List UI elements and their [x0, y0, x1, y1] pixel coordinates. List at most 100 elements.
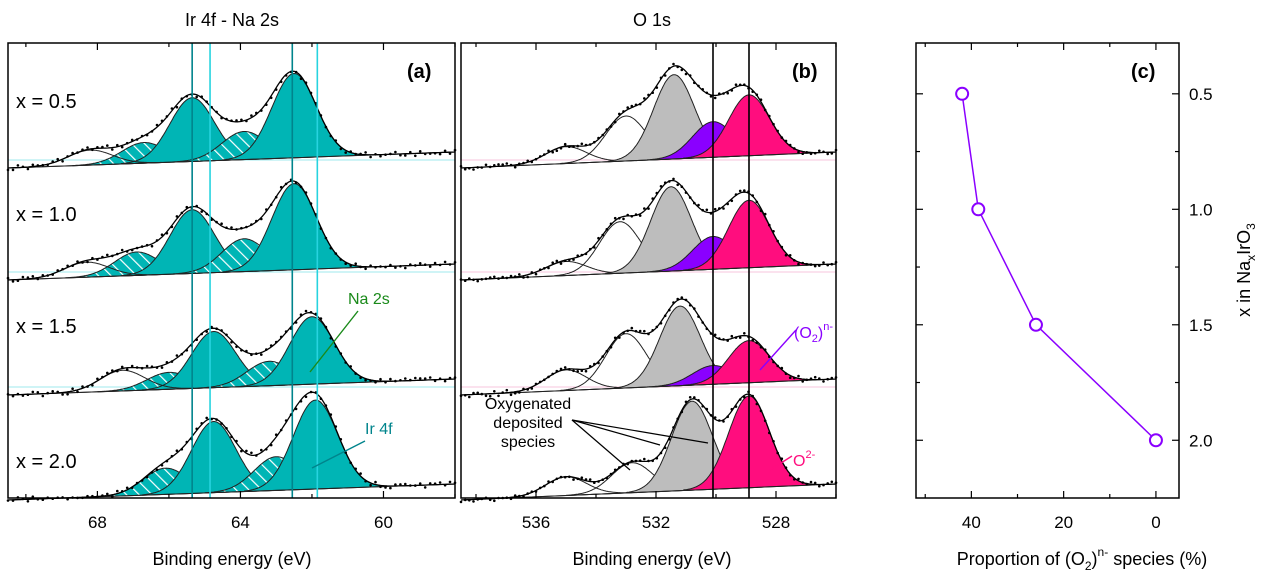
spectrum-data-point — [701, 405, 704, 408]
spectrum-data-point — [220, 116, 223, 120]
spectrum-data-point — [160, 119, 164, 123]
spectrum-data-point — [200, 210, 203, 213]
spectrum-data-point — [830, 152, 834, 155]
spectrum-data-point — [526, 275, 529, 279]
series-label-x15: x = 1.5 — [16, 316, 77, 338]
spectrum-data-point — [743, 395, 746, 399]
spectrum-data-point — [101, 255, 104, 259]
spectrum-data-point — [505, 276, 509, 280]
spectrum-data-point — [559, 367, 563, 371]
y-tick-label: 1.5 — [1189, 316, 1213, 335]
spectrum-data-point — [476, 166, 480, 169]
spectrum-data-point — [651, 329, 654, 332]
spectrum-data-point — [245, 119, 248, 123]
spectrum-data-point — [818, 264, 821, 267]
spectrum-data-point — [448, 376, 452, 380]
spectrum-data-point — [284, 330, 288, 333]
spectrum-data-point — [349, 365, 353, 368]
spectrum-data-point — [374, 266, 377, 269]
spectrum-data-point — [805, 378, 809, 382]
spectrum-data-point — [805, 262, 809, 266]
spectrum-data-point — [801, 481, 804, 484]
spectrum-data-point — [463, 167, 467, 171]
spectrum-data-point — [334, 345, 338, 348]
spectrum-data-point — [488, 165, 492, 169]
spectrum-data-point — [472, 278, 475, 282]
spectrum-data-point — [438, 377, 442, 381]
spectrum-data-point — [630, 326, 634, 330]
spectrum-data-point — [180, 97, 184, 100]
spectrum-data-point — [768, 431, 771, 435]
spectrum-data-point — [160, 464, 164, 467]
y-tick-label: 2.0 — [1189, 431, 1213, 450]
spectrum-data-point — [354, 262, 358, 266]
spectrum-data-point — [359, 472, 362, 475]
spectrum-data-point — [354, 467, 358, 471]
spectrum-data-point — [175, 354, 179, 357]
spectrum-background — [460, 378, 837, 396]
spectrum-data-point — [116, 489, 119, 493]
spectrum-data-point — [269, 443, 273, 447]
spectrum-data-point — [26, 167, 30, 171]
spectrum-data-point — [354, 372, 358, 375]
spectrum-data-point — [580, 476, 584, 480]
spectrum-data-point — [319, 397, 323, 401]
spectrum-data-point — [759, 409, 763, 413]
spectrum-data-point — [210, 105, 213, 109]
spectrum-data-point — [613, 336, 617, 340]
spectrum-data-point — [580, 142, 584, 146]
spectrum-data-point — [364, 151, 367, 154]
spectrum-data-point — [409, 484, 412, 487]
spectrum-data-point — [759, 98, 763, 101]
spectrum-data-point — [374, 480, 377, 484]
spectrum-data-point — [225, 333, 228, 337]
spectrum-data-point — [793, 259, 796, 262]
spectrum-data-point — [16, 279, 20, 283]
spectrum-data-point — [31, 275, 35, 278]
spectrum-data-point — [609, 345, 613, 349]
spectrum-data-point — [21, 165, 25, 169]
spectrum-data-point — [86, 260, 89, 264]
annotation-deposited-pointer-1 — [571, 419, 631, 471]
spectrum-data-point — [743, 189, 746, 192]
spectrum-data-point — [588, 478, 592, 481]
spectrum-data-point — [354, 152, 358, 156]
spectrum-data-point — [488, 394, 492, 398]
spectrum-data-point — [551, 150, 554, 154]
spectrum-data-point — [734, 83, 738, 86]
spectrum-data-point — [170, 225, 174, 229]
spectrum-data-point — [463, 394, 467, 397]
spectrum-data-point — [580, 253, 584, 257]
spectrum-data-point — [530, 271, 534, 274]
spectrum-data-point — [150, 365, 154, 369]
spectrum-data-point — [200, 95, 203, 98]
spectrum-data-point — [175, 449, 179, 453]
spectrum-data-point — [170, 454, 174, 458]
spectrum-data-point — [210, 325, 213, 329]
spectrum-data-point — [484, 394, 488, 398]
spectrum-data-point — [772, 440, 775, 443]
spectrum-data-point — [250, 223, 253, 226]
spectrum-data-point — [693, 201, 696, 205]
spectrum-data-point — [568, 368, 571, 371]
spectrum-data-point — [240, 226, 243, 230]
spectrum-data-point — [344, 361, 348, 364]
spectrum-data-point — [409, 378, 412, 382]
spectrum-data-point — [443, 379, 447, 383]
spectrum-data-point — [630, 215, 634, 218]
spectrum-data-point — [245, 225, 248, 229]
spectrum-data-point — [165, 231, 169, 235]
spectrum-data-point — [826, 152, 829, 156]
spectrum-data-point — [643, 457, 646, 461]
spectrum-data-point — [688, 196, 692, 199]
spectrum-data-point — [185, 440, 189, 444]
spectrum-data-point — [414, 484, 417, 487]
y-tick-label: 0.5 — [1189, 85, 1213, 104]
spectrum-data-point — [294, 321, 298, 324]
spectrum-data-point — [443, 149, 447, 153]
spectrum-data-point — [379, 154, 382, 158]
spectrum-data-point — [784, 372, 788, 376]
spectrum-data-point — [31, 163, 35, 167]
spectrum-data-point — [339, 438, 343, 441]
spectrum-data-point — [185, 349, 189, 352]
